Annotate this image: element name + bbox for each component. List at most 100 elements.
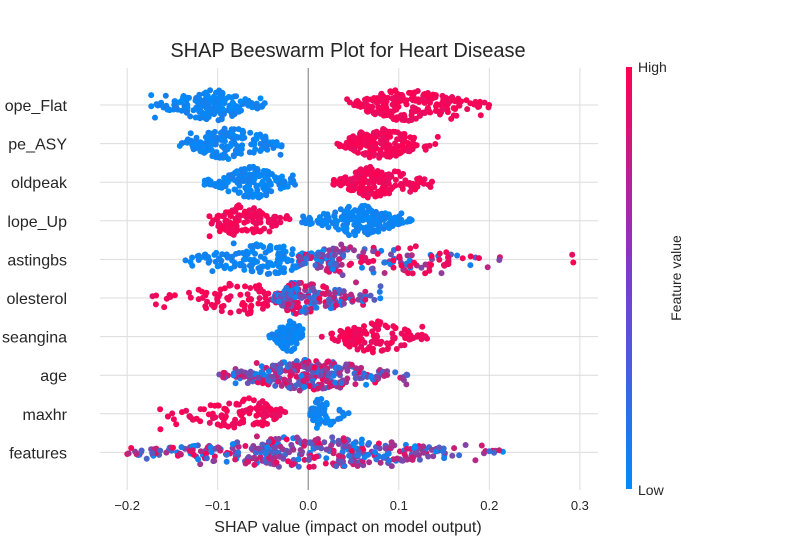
shap-point (264, 271, 271, 277)
shap-point (422, 90, 429, 97)
shap-point (230, 231, 237, 238)
shap-point (360, 184, 366, 191)
shap-point (153, 101, 160, 108)
shap-point (353, 279, 359, 286)
shap-point (410, 95, 417, 102)
shap-point (267, 218, 274, 225)
shap-point (351, 247, 357, 254)
shap-point (149, 293, 156, 300)
shap-point (306, 464, 313, 470)
x-tick-label: 0.1 (390, 498, 408, 513)
shap-point (221, 125, 228, 132)
shap-point (361, 137, 368, 144)
shap-point (278, 325, 285, 332)
shap-point (332, 379, 339, 386)
shap-point (326, 291, 333, 298)
shap-point (296, 387, 303, 394)
shap-point (221, 174, 228, 181)
shap-point (231, 206, 238, 213)
shap-point (261, 100, 268, 107)
shap-point (253, 285, 260, 292)
shap-point (163, 449, 170, 456)
shap-point (293, 333, 300, 340)
shap-point (212, 290, 218, 297)
shap-point (456, 102, 463, 109)
shap-point (376, 445, 383, 452)
shap-point (365, 179, 372, 186)
shap-point (343, 335, 350, 342)
shap-point (247, 175, 254, 182)
shap-point (418, 336, 425, 343)
shap-point (388, 439, 395, 446)
shap-point (255, 300, 262, 307)
shap-point (293, 358, 300, 365)
shap-point (389, 101, 396, 108)
shap-point (232, 380, 239, 387)
shap-point (286, 216, 293, 223)
shap-point (268, 331, 275, 338)
shap-point (267, 139, 274, 146)
shap-point (199, 140, 206, 147)
shap-point (256, 173, 263, 180)
shap-point (317, 416, 324, 423)
x-axis: −0.2 −0.1 0.0 0.1 0.2 0.3 (114, 498, 589, 513)
shap-point (384, 346, 391, 353)
shap-point (432, 141, 439, 147)
shap-point (231, 186, 238, 193)
shap-point (269, 373, 276, 380)
shap-point (164, 413, 171, 420)
shap-point (338, 261, 345, 268)
shap-point (376, 179, 383, 186)
shap-point (240, 373, 247, 380)
shap-point (203, 139, 210, 146)
shap-point (413, 181, 420, 188)
shap-point (377, 97, 384, 104)
shap-point (249, 207, 256, 213)
shap-point (143, 455, 150, 462)
shap-point (301, 438, 308, 445)
shap-point (359, 207, 366, 214)
shap-point (477, 112, 484, 119)
shap-point (426, 267, 433, 274)
shap-point (405, 270, 412, 277)
shap-point (186, 289, 192, 296)
shap-point (355, 452, 362, 459)
shap-point (361, 216, 367, 223)
shap-point (218, 135, 225, 142)
shap-point (329, 335, 336, 342)
shap-point (263, 192, 270, 199)
shap-point (325, 358, 332, 365)
shap-point (459, 255, 466, 262)
shap-point (282, 409, 289, 416)
shap-point (277, 151, 284, 158)
shap-point (178, 444, 185, 451)
shap-point (229, 441, 236, 448)
shap-point (411, 134, 418, 141)
shap-point (286, 377, 293, 384)
shap-point (268, 456, 275, 463)
shap-point (231, 419, 238, 426)
shap-point (486, 102, 493, 108)
shap-point (388, 251, 394, 258)
shap-point (318, 258, 325, 265)
shap-point (323, 446, 330, 453)
shap-point (326, 247, 333, 254)
shap-point (411, 444, 418, 451)
shap-point (452, 98, 458, 105)
shap-point (275, 250, 282, 257)
shap-point (352, 375, 359, 382)
shap-point (366, 215, 373, 221)
shap-point (260, 412, 267, 419)
shap-point (357, 133, 364, 140)
shap-point (262, 135, 269, 142)
x-tick-label: 0.0 (299, 498, 317, 513)
shap-point (285, 301, 292, 308)
shap-point (369, 328, 376, 335)
shap-point (340, 245, 347, 252)
shap-point (301, 456, 308, 463)
shap-point (376, 105, 383, 112)
shap-point (310, 463, 317, 470)
shap-point (348, 447, 355, 454)
shap-point (313, 453, 320, 460)
shap-point (422, 261, 429, 268)
